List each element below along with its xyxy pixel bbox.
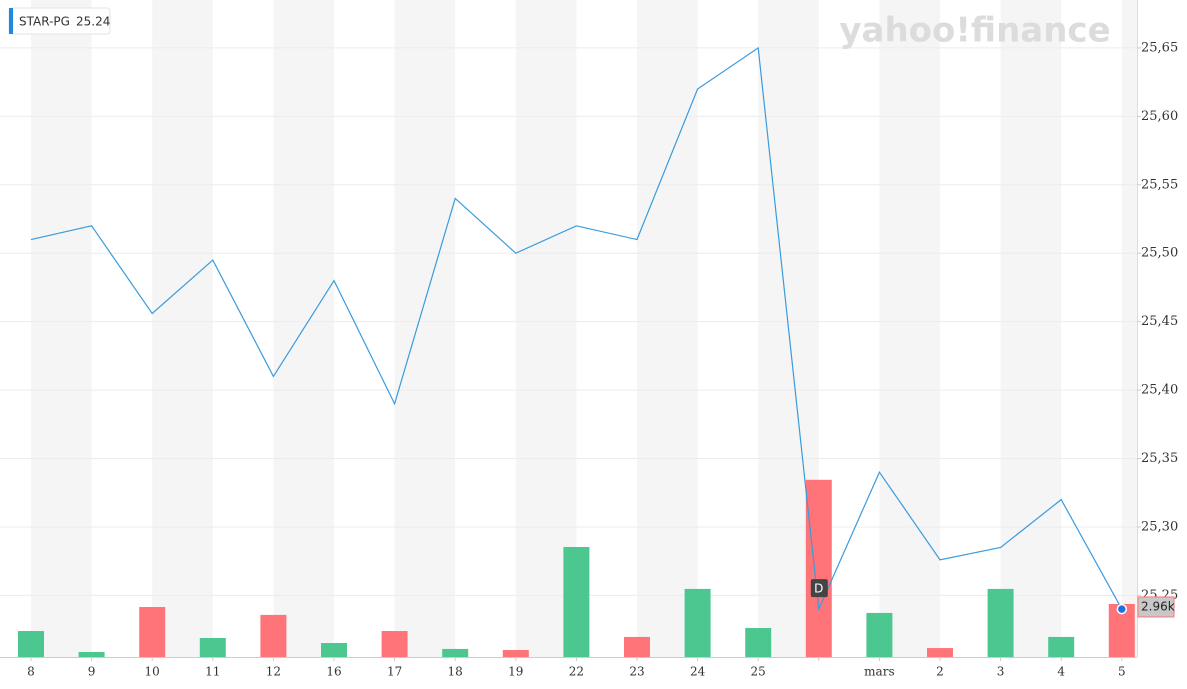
legend-name: STAR-PG xyxy=(19,15,70,29)
volume-bar xyxy=(927,648,953,657)
volume-bar xyxy=(260,614,287,657)
volume-bar xyxy=(78,651,105,657)
column-stripe xyxy=(152,0,213,657)
volume-bar xyxy=(745,627,772,657)
y-tick-label: 25,60 xyxy=(1141,109,1178,124)
volume-bar xyxy=(18,631,44,657)
x-tick-label: 11 xyxy=(205,665,220,679)
column-stripe xyxy=(1000,0,1062,657)
y-tick-label: 25,50 xyxy=(1141,246,1178,261)
legend: STAR-PG 25.24 xyxy=(8,7,111,35)
x-tick-label: 9 xyxy=(88,665,96,679)
x-tick-label: 5 xyxy=(1118,665,1126,679)
last-point xyxy=(1116,603,1128,615)
x-tick-label: 12 xyxy=(266,665,281,679)
x-tick-label: 24 xyxy=(690,665,706,679)
volume-bar xyxy=(321,643,347,657)
x-tick-label: 23 xyxy=(629,665,644,679)
y-tick-label: 25,55 xyxy=(1141,177,1178,192)
volume-bar xyxy=(563,546,590,657)
x-tick-label: 4 xyxy=(1057,665,1065,679)
column-stripe xyxy=(637,0,698,657)
column-stripe xyxy=(879,0,940,657)
event-label: D xyxy=(814,582,823,596)
column-stripe xyxy=(31,0,92,657)
y-tick-label: 25,65 xyxy=(1141,40,1178,55)
volume-bar xyxy=(987,588,1014,657)
x-tick-label: 16 xyxy=(326,665,341,679)
volume-bar xyxy=(139,607,166,657)
background xyxy=(0,0,1137,657)
x-tick-label: 18 xyxy=(448,665,463,679)
volume-bar xyxy=(866,612,893,657)
column-stripe xyxy=(394,0,456,657)
x-tick-label: mars xyxy=(864,665,894,679)
volume-label: 2.96k xyxy=(1141,599,1175,613)
x-tick-label: 2 xyxy=(936,665,944,679)
volume-bar xyxy=(502,650,529,657)
y-tick-label: 25,35 xyxy=(1141,451,1178,466)
volume-bar xyxy=(805,479,832,657)
x-tick-label: 22 xyxy=(569,665,584,679)
y-tick-label: 25,45 xyxy=(1141,314,1178,329)
x-tick-label: 3 xyxy=(997,665,1005,679)
price-line xyxy=(30,46,1123,612)
watermark: yahoo!finance xyxy=(839,11,1110,51)
y-tick-label: 25,30 xyxy=(1141,519,1178,534)
legend-swatch xyxy=(9,8,13,34)
volume-bar xyxy=(199,638,226,657)
x-tick-label: 10 xyxy=(145,665,160,679)
x-tick-label: 19 xyxy=(508,665,523,679)
y-tick-label: 25,40 xyxy=(1141,383,1178,398)
volume-bar xyxy=(1048,636,1075,657)
x-tick-label: 8 xyxy=(27,665,35,679)
volume-bar xyxy=(442,648,469,657)
column-stripe xyxy=(1121,0,1137,657)
x-tick-label: 25 xyxy=(751,665,766,679)
volume-label-box xyxy=(1137,596,1175,618)
volume-bar xyxy=(684,588,711,657)
volume-bar xyxy=(381,631,408,657)
x-tick-label: 17 xyxy=(387,665,402,679)
event-badge xyxy=(810,579,828,598)
volume-bar xyxy=(624,636,650,657)
legend-price: 25.24 xyxy=(76,15,110,29)
